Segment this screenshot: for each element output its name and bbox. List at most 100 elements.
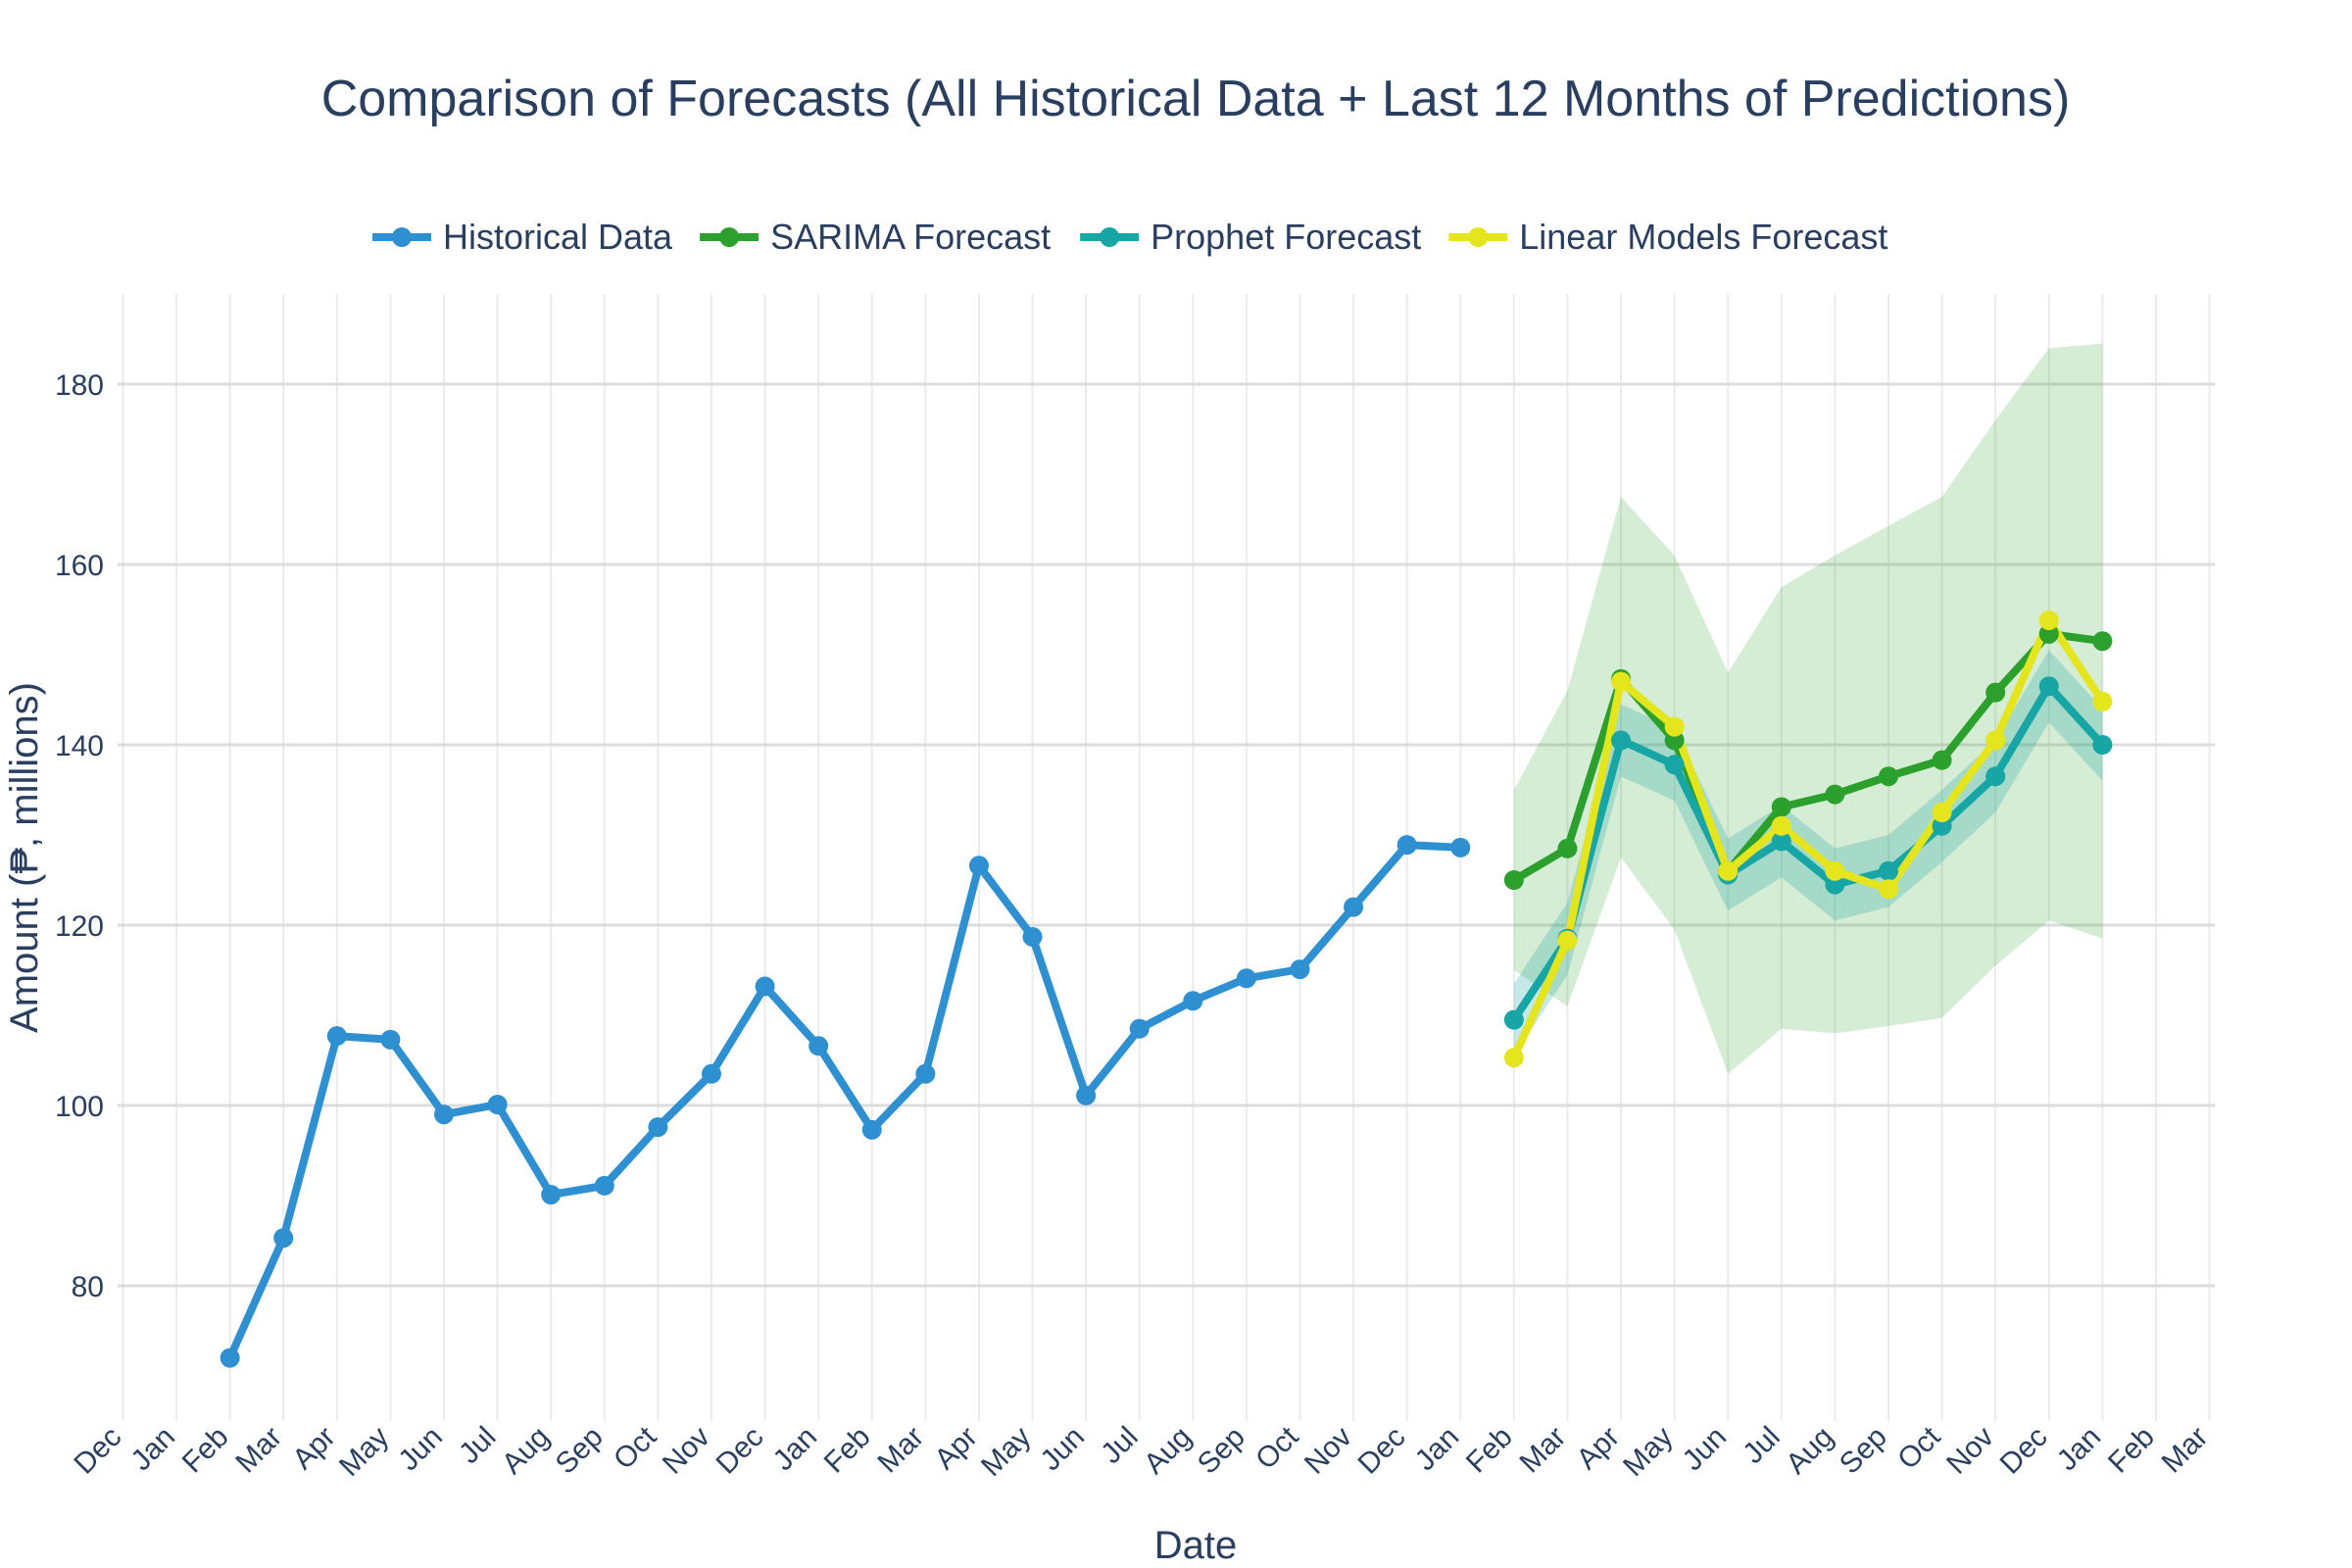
linear-models-forecast-point [2038, 611, 2059, 631]
x-tick-label: Jun [1677, 1421, 1734, 1478]
x-tick-label: Sep [550, 1421, 610, 1481]
x-tick-label: Jul [453, 1421, 502, 1470]
prophet-forecast-point [1611, 730, 1632, 751]
historical-data-line [225, 841, 1465, 1362]
historical-data-point [1290, 959, 1310, 980]
legend-swatch-marker [719, 227, 740, 247]
prophet-forecast-point [1932, 815, 1952, 836]
prophet-forecast-point [1664, 755, 1685, 775]
legend-item-historical-data[interactable]: Historical Data [372, 217, 673, 257]
linear-models-forecast-point [1932, 803, 1952, 822]
x-tick-label: Mar [2156, 1421, 2215, 1480]
x-tick-label: Feb [818, 1421, 877, 1480]
prophet-forecast-line [1509, 682, 2107, 1024]
legend-label: Historical Data [443, 217, 673, 257]
prophet-forecast-point [1771, 831, 1791, 852]
linear-models-forecast-point [1557, 930, 1578, 951]
historical-data-point [1022, 926, 1043, 947]
x-tick-label: Feb [1460, 1421, 1519, 1480]
sarima-forecast-point [1985, 682, 2006, 703]
x-tick-label: Jan [124, 1421, 181, 1478]
x-tick-label: Oct [608, 1420, 663, 1476]
sarima-forecast-point [1825, 784, 1845, 805]
sarima-forecast-point [1557, 838, 1578, 858]
x-tick-label: Feb [2102, 1421, 2161, 1480]
x-tick-label: Apr [929, 1421, 984, 1476]
x-tick-label: Mar [229, 1421, 288, 1480]
historical-data-point [326, 1026, 347, 1047]
x-tick-label: May [1617, 1421, 1679, 1483]
y-tick-label: 180 [55, 369, 104, 402]
x-tick-label: Nov [657, 1421, 716, 1481]
historical-data-point [1396, 835, 1417, 856]
linear-models-forecast-point [1878, 879, 1898, 900]
x-tick-label: Aug [496, 1421, 556, 1481]
x-tick-label: Dec [710, 1421, 769, 1481]
sarima-forecast-point [1664, 730, 1685, 751]
x-tick-label: Dec [1352, 1421, 1412, 1481]
y-tick-label: 100 [55, 1091, 104, 1123]
linear-models-forecast-point [1664, 716, 1685, 737]
linear-models-forecast-point [1985, 730, 2006, 751]
historical-data-point [220, 1348, 240, 1368]
linear-models-forecast-point [1611, 671, 1632, 692]
x-axis-title: Date [1154, 1524, 1238, 1567]
sarima-forecast-point [1878, 766, 1898, 787]
x-tick-label: Jun [392, 1421, 449, 1478]
legend-item-sarima-forecast[interactable]: SARIMA Forecast [700, 217, 1051, 257]
x-tick-label: May [333, 1421, 395, 1483]
sarima-forecast-point [1503, 870, 1524, 890]
sarima-forecast-confidence-band [1513, 343, 2103, 1074]
prophet-forecast-point [2092, 735, 2113, 755]
legend-swatch-marker [1468, 227, 1489, 247]
x-tick-label: Jan [2051, 1421, 2108, 1478]
historical-data-point [808, 1036, 829, 1056]
series-points [220, 611, 2113, 1368]
x-tick-label: Dec [1994, 1421, 2054, 1481]
x-tick-label: Oct [1250, 1420, 1305, 1476]
historical-data-point [380, 1029, 401, 1050]
legend-item-linear-models-forecast[interactable]: Linear Models Forecast [1448, 217, 1887, 257]
historical-data-point [648, 1117, 668, 1138]
historical-data-point [1450, 837, 1471, 858]
legend-item-prophet-forecast[interactable]: Prophet Forecast [1080, 217, 1421, 257]
sarima-forecast-point [2038, 623, 2059, 644]
historical-data-point [434, 1104, 455, 1125]
confidence-bands [1513, 343, 2103, 1074]
historical-data-point [701, 1063, 721, 1084]
historical-data-point [968, 856, 989, 876]
historical-data-point [1129, 1018, 1150, 1039]
linear-models-forecast-point [1825, 860, 1845, 881]
linear-models-forecast-line [1509, 616, 2107, 1062]
x-tick-label: Jan [1409, 1421, 1466, 1478]
x-tick-label: Nov [1940, 1421, 2000, 1481]
x-tick-label: Jan [767, 1421, 824, 1478]
historical-data-point [273, 1228, 294, 1249]
x-tick-label: Jun [1035, 1421, 1092, 1478]
x-tick-label: Jul [1737, 1421, 1786, 1470]
x-gridlines [122, 294, 2211, 1421]
x-tick-label: May [975, 1421, 1037, 1483]
prophet-forecast-point [1878, 860, 1898, 881]
historical-data-point [1076, 1085, 1097, 1105]
x-tick-label: Feb [176, 1421, 235, 1480]
x-tick-label: Apr [1571, 1421, 1626, 1476]
historical-data-point [1236, 968, 1256, 989]
legend[interactable]: Historical Data SARIMA Forecast Prophet Fo… [372, 217, 1887, 257]
legend-swatch-marker [392, 227, 412, 247]
x-tick-label: Mar [1514, 1421, 1573, 1480]
x-tick-label: Nov [1298, 1421, 1358, 1481]
y-tick-label: 120 [55, 910, 104, 943]
x-tick-label: Sep [1192, 1421, 1251, 1481]
chart-title: Comparison of Forecasts (All Historical … [321, 71, 2071, 127]
y-gridlines [118, 382, 2215, 1288]
sarima-forecast-point [1932, 750, 1952, 770]
legend-swatch-marker [1100, 227, 1120, 247]
legend-label: SARIMA Forecast [770, 217, 1051, 257]
linear-models-forecast-point [1718, 860, 1739, 881]
linear-models-forecast-point [2092, 691, 2113, 711]
prophet-forecast-point [2038, 676, 2059, 697]
historical-data-point [915, 1063, 936, 1084]
x-tick-label: Aug [1780, 1421, 1839, 1481]
prophet-forecast-point [1503, 1009, 1524, 1030]
